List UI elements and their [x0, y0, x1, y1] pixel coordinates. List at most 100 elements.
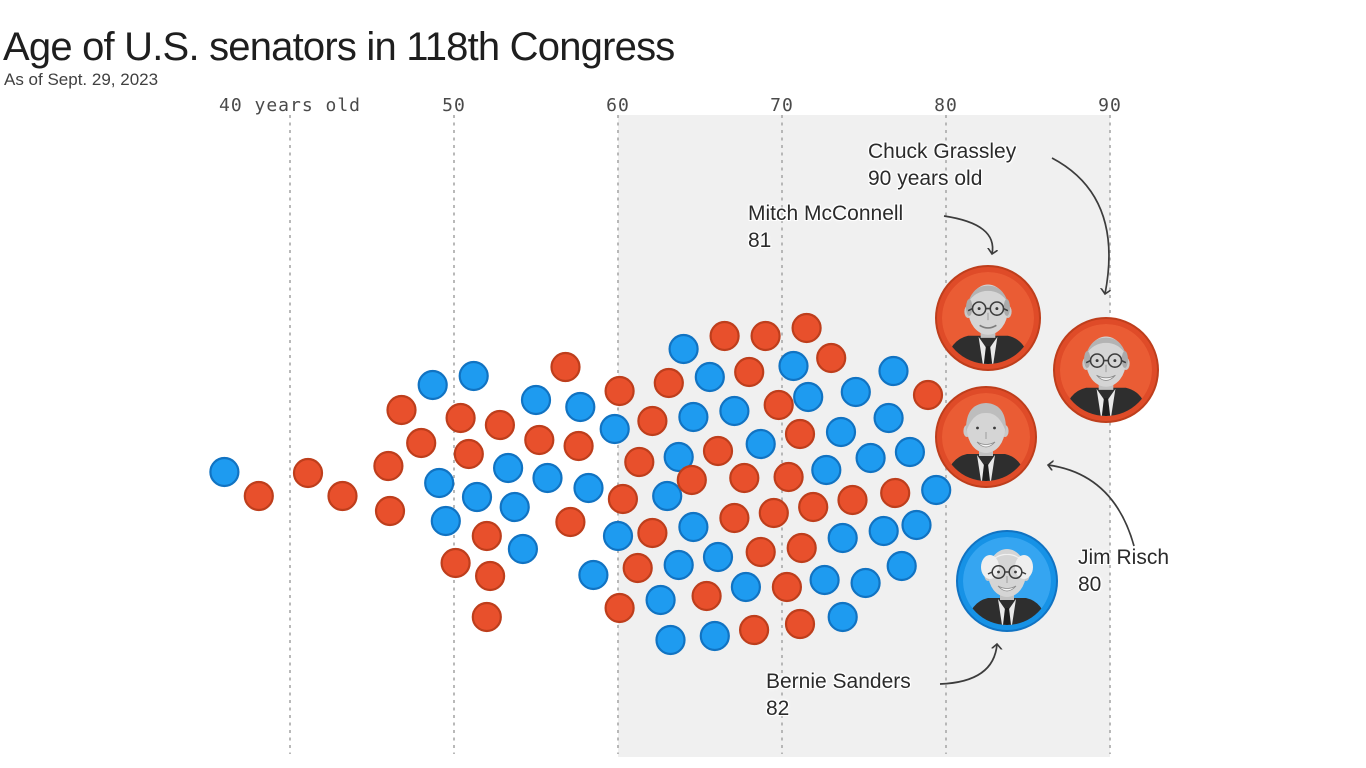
- senator-dot-democrat: [655, 624, 686, 656]
- annotation-name: Bernie Sanders: [766, 670, 911, 693]
- photo-grassley: [1053, 317, 1159, 423]
- annotation-arrow-risch: [1048, 465, 1135, 547]
- senator-dot-democrat: [678, 401, 709, 433]
- senator-dot-democrat: [811, 454, 842, 486]
- annotation-arrow-sanders: [939, 644, 997, 685]
- senator-dot-democrat: [793, 381, 824, 413]
- senator-dot-republican: [745, 536, 776, 568]
- senator-dot-republican: [475, 560, 506, 592]
- annotation-label-sanders: Bernie Sanders 82: [766, 668, 911, 722]
- senator-dot-democrat: [499, 491, 530, 523]
- photo-sanders: [956, 530, 1058, 632]
- x-tick-label-40: 40 years old: [218, 95, 362, 116]
- portrait-face-sanders: [967, 549, 1047, 625]
- senator-dot-democrat: [678, 511, 709, 543]
- senator-dot-democrat: [719, 395, 750, 427]
- senator-dot-republican: [676, 464, 707, 496]
- senator-dot-democrat: [868, 515, 899, 547]
- senator-dot-democrat: [532, 462, 563, 494]
- senator-dot-republican: [484, 409, 515, 441]
- senator-dot-democrat: [578, 559, 609, 591]
- senator-dot-republican: [702, 435, 734, 467]
- senator-dot-republican: [440, 547, 471, 579]
- senator-dot-democrat: [507, 533, 539, 565]
- senator-dot-republican: [445, 402, 476, 434]
- senator-dot-republican: [243, 480, 274, 512]
- annotation-name: Chuck Grassley: [868, 140, 1017, 163]
- senator-dot-democrat: [668, 333, 699, 365]
- senator-dot-democrat: [458, 360, 489, 392]
- x-tick-label-50: 50: [442, 95, 466, 116]
- senator-dot-republican: [784, 608, 816, 640]
- senator-dot-democrat: [602, 520, 634, 552]
- senator-dot-republican: [453, 438, 484, 470]
- senator-dot-democrat: [778, 350, 809, 382]
- senator-dot-democrat: [901, 509, 932, 541]
- senator-dot-republican: [773, 461, 804, 493]
- senator-dot-republican: [758, 497, 789, 529]
- senator-dot-democrat: [493, 452, 524, 484]
- senator-dot-democrat: [873, 402, 904, 434]
- senator-dot-republican: [653, 367, 684, 399]
- senator-dot-republican: [784, 418, 816, 450]
- senator-dot-republican: [729, 462, 760, 494]
- senator-dot-democrat: [894, 436, 926, 468]
- chart-subtitle: As of Sept. 29, 2023: [4, 70, 159, 89]
- chart-title: Age of U.S. senators in 118th Congress: [3, 24, 675, 69]
- annotation-name: Jim Risch: [1078, 546, 1170, 569]
- senator-dot-democrat: [745, 428, 776, 460]
- senator-dot-republican: [637, 517, 668, 549]
- senator-dot-republican: [763, 389, 794, 421]
- senator-dot-republican: [471, 601, 502, 633]
- senator-dot-republican: [406, 427, 437, 459]
- senator-dot-democrat: [702, 541, 734, 573]
- senator-dot-republican: [786, 532, 817, 564]
- senator-dot-republican: [555, 506, 586, 538]
- annotation-age: 90 years old: [868, 167, 983, 190]
- senator-dot-republican: [880, 477, 911, 509]
- senator-dot-republican: [738, 614, 770, 646]
- senator-dot-republican: [798, 491, 829, 523]
- senator-dot-democrat: [827, 601, 858, 633]
- annotation-arrow-grassley: [1051, 157, 1109, 294]
- senator-dot-democrat: [878, 355, 909, 387]
- senator-dot-democrat: [209, 456, 240, 488]
- senator-dot-democrat: [921, 474, 952, 506]
- senator-dot-republican: [624, 446, 655, 478]
- senator-dot-democrat: [699, 620, 730, 652]
- senator-dot-republican: [374, 495, 406, 527]
- annotation-label-risch: Jim Risch 80: [1078, 544, 1169, 598]
- portrait-face-grassley: [1064, 336, 1148, 416]
- senator-dot-democrat: [840, 376, 871, 408]
- senator-dot-republican: [691, 580, 722, 612]
- annotation-age: 81: [748, 229, 772, 252]
- senator-dot-republican: [292, 457, 324, 489]
- senator-dot-republican: [791, 312, 822, 344]
- senator-dot-republican: [386, 394, 417, 426]
- senator-dot-democrat: [850, 567, 881, 599]
- senator-dots: [209, 312, 952, 656]
- senator-dot-republican: [471, 520, 502, 552]
- senator-dot-democrat: [461, 481, 493, 513]
- senator-dot-republican: [816, 342, 847, 374]
- senator-dot-republican: [709, 320, 740, 352]
- senator-dot-republican: [719, 502, 750, 534]
- senator-dot-democrat: [645, 584, 676, 616]
- annotation-label-mcconnell: Mitch McConnell 81: [748, 200, 903, 254]
- x-tick-label-60: 60: [606, 95, 630, 116]
- senator-dot-democrat: [809, 564, 840, 596]
- portrait-face-mcconnell: [946, 284, 1030, 364]
- senator-dot-democrat: [652, 480, 683, 512]
- annotation-label-grassley: Chuck Grassley 90 years old: [868, 138, 1016, 192]
- senator-dot-democrat: [825, 416, 857, 448]
- senator-dot-democrat: [430, 505, 461, 537]
- senator-dot-republican: [912, 379, 944, 411]
- annotation-age: 80: [1078, 573, 1102, 596]
- senator-dot-republican: [837, 484, 868, 516]
- senator-dot-republican: [327, 480, 358, 512]
- senator-dot-republican: [771, 571, 803, 603]
- senator-dot-republican: [604, 592, 635, 624]
- senator-dot-democrat: [730, 571, 762, 603]
